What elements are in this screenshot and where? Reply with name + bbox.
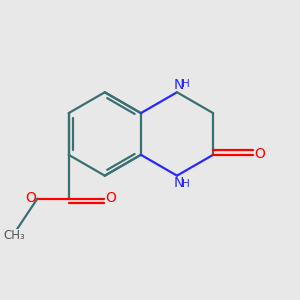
Text: O: O [106,191,117,205]
Text: N: N [173,78,184,92]
Text: CH₃: CH₃ [3,229,25,242]
Text: H: H [182,179,190,189]
Text: H: H [182,79,190,89]
Text: N: N [173,176,184,190]
Text: O: O [25,191,36,205]
Text: O: O [254,147,265,161]
